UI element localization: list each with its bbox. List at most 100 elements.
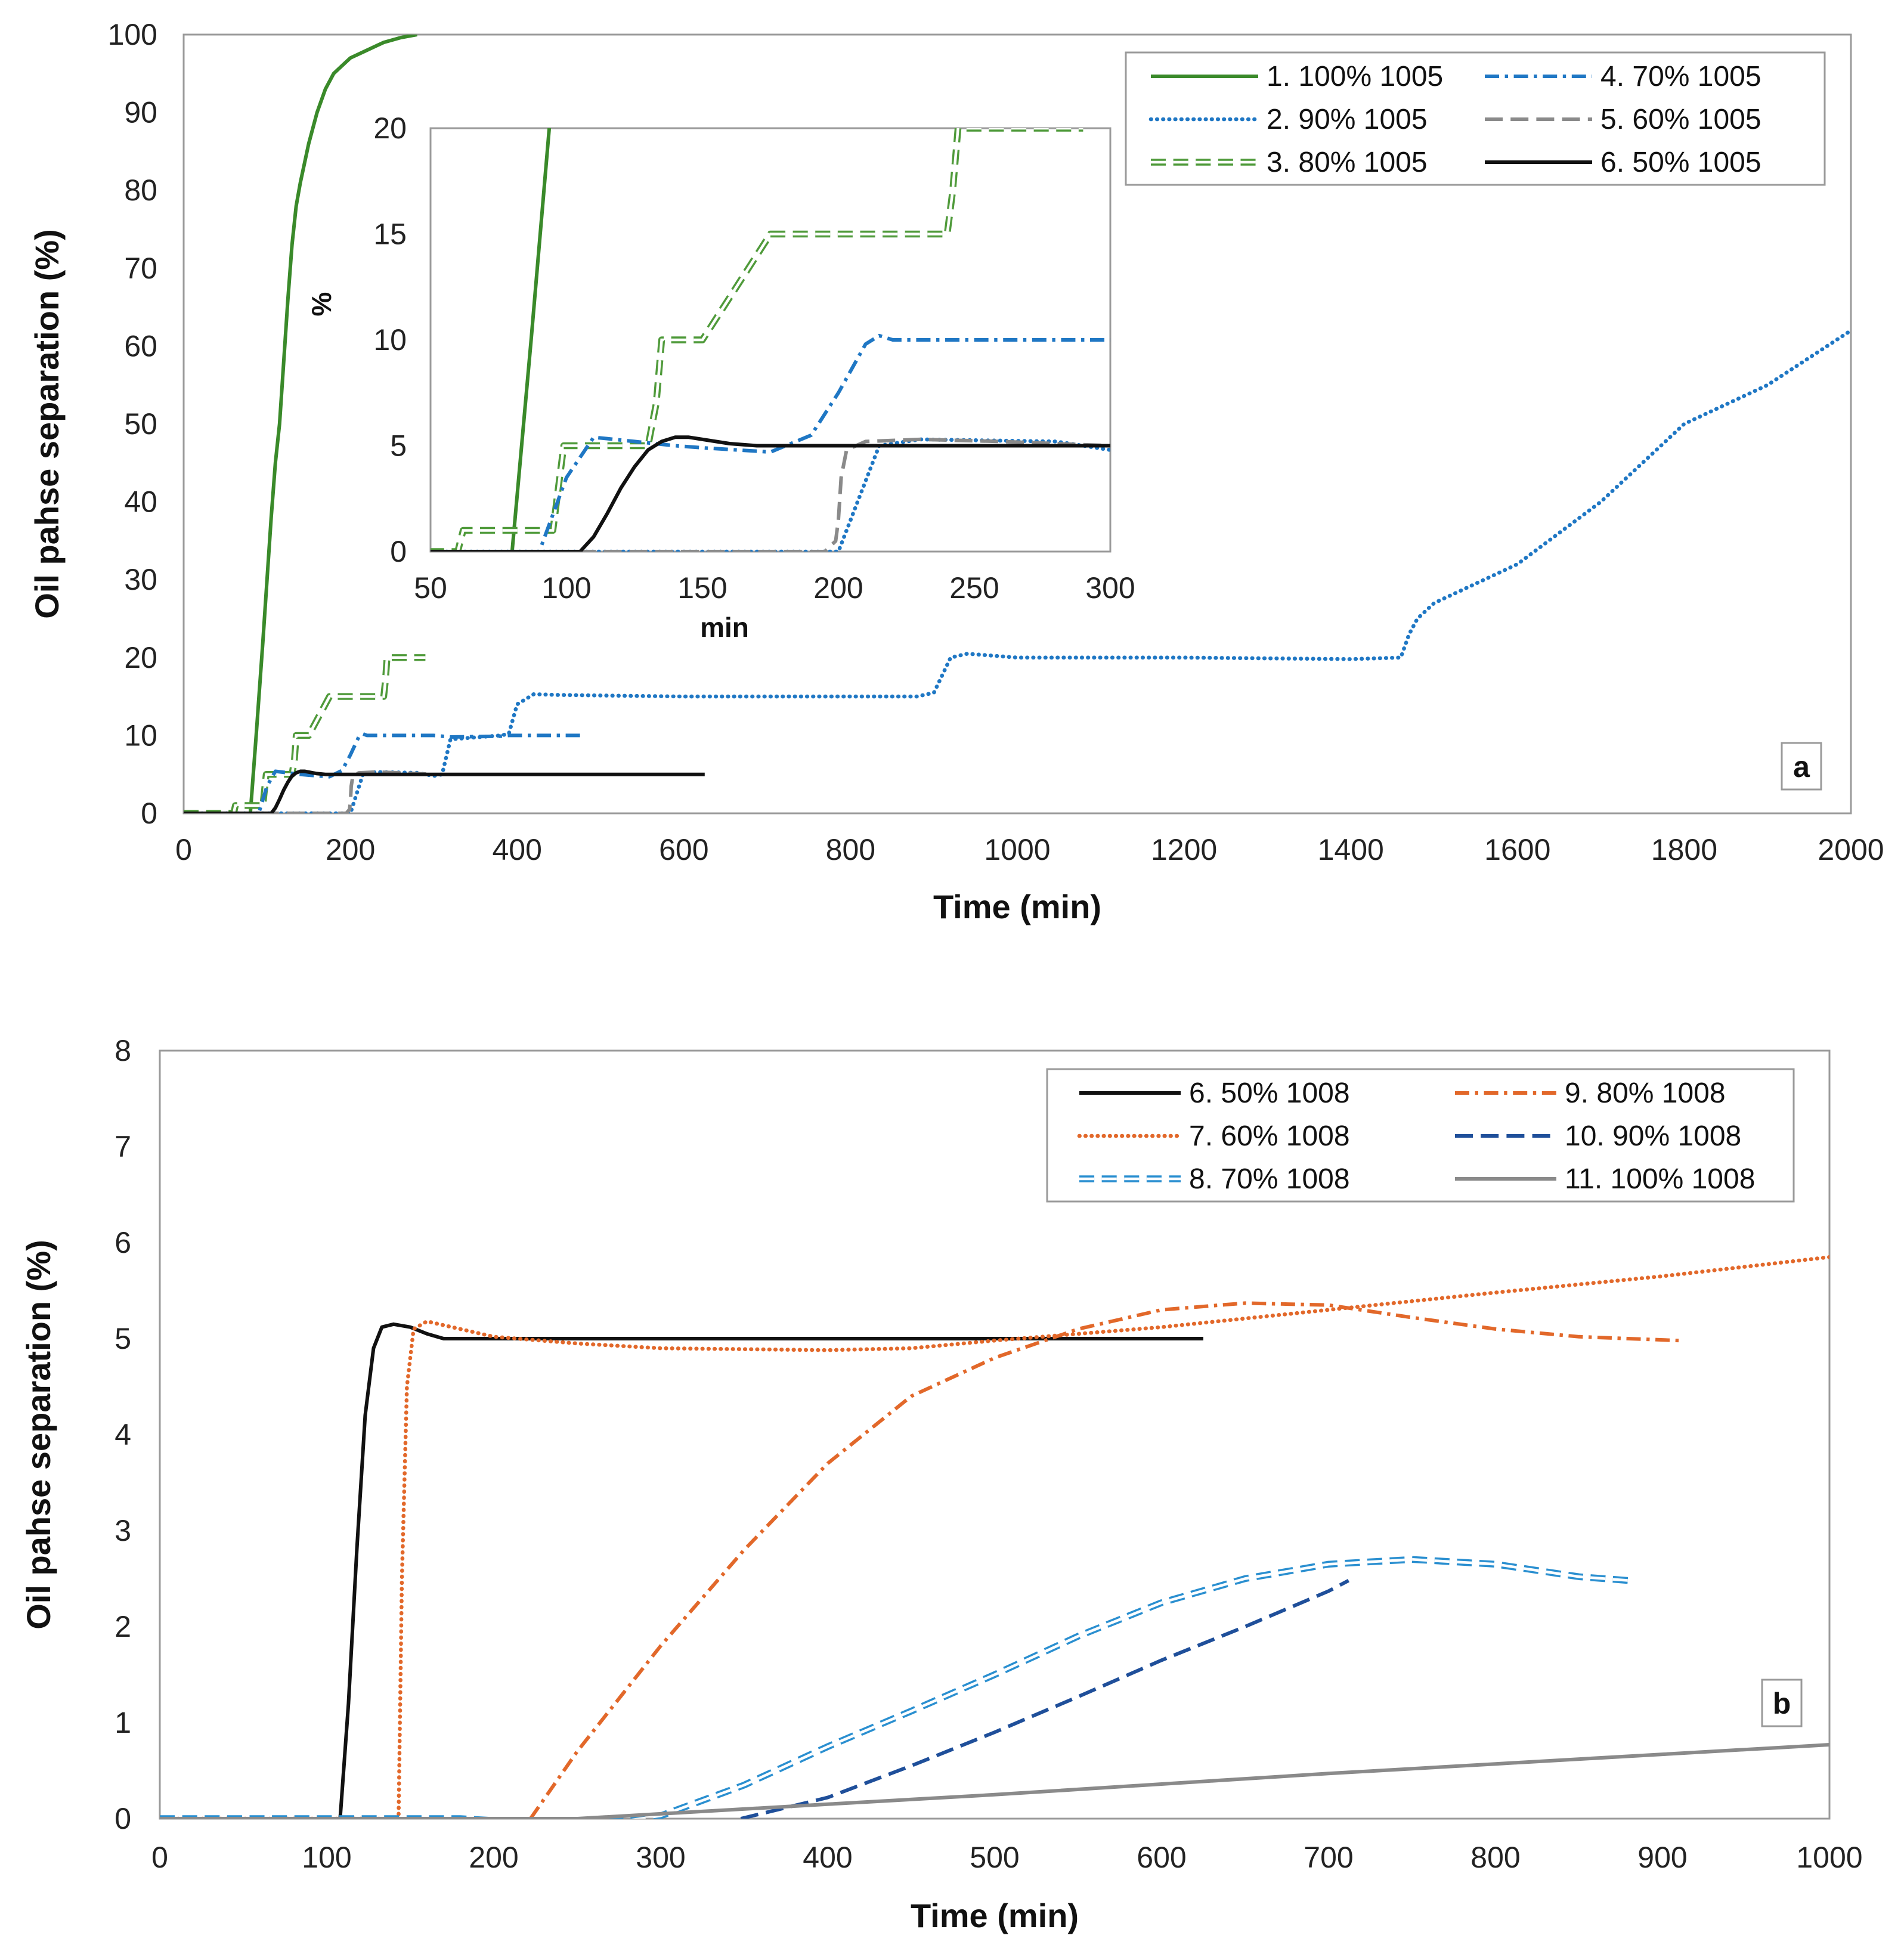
panel-a-x-tick-label: 1600 [1484, 833, 1550, 866]
panel-a-legend-item: 5. 60% 1005 [1485, 104, 1761, 135]
panel-a-x-tick-label: 1000 [984, 833, 1050, 866]
panel-a-y-tick-label: 80 [124, 174, 157, 207]
panel-b-legend-label: 7. 60% 1008 [1189, 1120, 1350, 1152]
panel-b-legend-item: 11. 100% 1008 [1455, 1163, 1755, 1195]
panel-a-y-tick-label: 0 [141, 797, 157, 830]
panel-b-legend-label: 6. 50% 1008 [1189, 1077, 1350, 1109]
panel-a-x-axis-title: Time (min) [933, 888, 1101, 925]
panel-b-legend-label: 9. 80% 1008 [1565, 1077, 1726, 1109]
inset-x-axis-title: min [700, 612, 749, 643]
panel-b-x-ticks: 0 100 200 300 400 500 600 700 800 900 1000 [151, 1841, 1863, 1874]
panel-a-series-line-hollow [184, 656, 426, 813]
panel-b-x-tick-label: 0 [151, 1841, 168, 1874]
panel-b: 0 1 2 3 4 5 6 7 8 0 100 200 300 400 500 600 700 800 900 10… [20, 1034, 1863, 1934]
panel-a-y-tick-label: 50 [124, 407, 157, 441]
panel-b-y-axis-title: Oil pahse separation (%) [20, 1240, 57, 1630]
panel-a-x-ticks: 0 200 400 600 800 1000 1200 1400 1600 1800 2000 [175, 833, 1884, 866]
panel-a-series [184, 35, 1851, 813]
panel-a-y-tick-label: 100 [108, 18, 157, 51]
panel-b-legend-item: 10. 90% 1008 [1455, 1120, 1741, 1152]
panel-a: 0 10 20 30 40 50 60 70 80 90 100 0 200 400 600 800 1000… [28, 18, 1884, 925]
panel-a-series-line [184, 769, 705, 813]
panel-a-x-tick-label: 1400 [1318, 833, 1384, 866]
panel-b-series-line [160, 1255, 1829, 1819]
panel-a-legend-label: 5. 60% 1005 [1600, 104, 1761, 135]
panel-a-y-tick-label: 20 [124, 641, 157, 674]
panel-b-legend: 6. 50% 1008 7. 60% 1008 8. 70% 1008 9. 80% … [1046, 1068, 1795, 1203]
inset-y-ticks: 0 5 10 15 20 [373, 112, 407, 568]
panel-b-legend-label: 10. 90% 1008 [1565, 1120, 1741, 1152]
panel-b-y-ticks: 0 1 2 3 4 5 6 7 8 [114, 1034, 131, 1835]
panel-a-legend-label: 3. 80% 1005 [1267, 147, 1428, 178]
inset-x-tick-label: 200 [813, 571, 863, 605]
inset-y-tick-label: 0 [390, 535, 407, 568]
inset-series [431, 128, 1110, 552]
panel-b-y-tick-label: 5 [114, 1322, 131, 1355]
panel-a-tag: a [1793, 750, 1810, 784]
panel-b-y-tick-label: 8 [114, 1034, 131, 1067]
panel-a-x-tick-label: 2000 [1818, 833, 1884, 866]
panel-a-legend-label: 4. 70% 1005 [1600, 61, 1761, 92]
panel-b-legend-item: 7. 60% 1008 [1077, 1120, 1350, 1152]
panel-b-series-line-hollow [160, 1558, 1630, 1819]
inset-x-tick-label: 250 [949, 571, 999, 605]
panel-b-x-tick-label: 300 [636, 1841, 685, 1874]
panel-a-inset: 0 5 10 15 20 50 100 150 200 250 300 min % [306, 112, 1135, 643]
panel-a-y-axis-title: Oil pahse separation (%) [28, 229, 66, 619]
panel-b-x-axis-title: Time (min) [911, 1897, 1079, 1934]
panel-b-y-tick-label: 7 [114, 1130, 131, 1163]
panel-a-tag-box [1781, 742, 1822, 791]
panel-b-series-line [740, 1579, 1349, 1819]
panel-a-x-tick-label: 600 [659, 833, 708, 866]
inset-y-tick-label: 15 [373, 218, 407, 251]
panel-b-legend-item: 6. 50% 1008 [1079, 1077, 1350, 1109]
panel-b-y-tick-label: 2 [114, 1610, 131, 1643]
panel-b-series [160, 1255, 1829, 1819]
panel-a-series-line [184, 732, 584, 813]
panel-b-y-tick-label: 4 [114, 1418, 131, 1451]
panel-a-y-tick-label: 60 [124, 329, 157, 363]
panel-b-x-tick-label: 600 [1137, 1841, 1186, 1874]
panel-b-x-tick-label: 400 [803, 1841, 852, 1874]
panel-a-x-tick-label: 1800 [1651, 833, 1717, 866]
inset-x-ticks: 50 100 150 200 250 300 [414, 571, 1135, 605]
inset-x-tick-label: 150 [677, 571, 727, 605]
panel-a-x-tick-label: 200 [326, 833, 375, 866]
panel-a-x-tick-label: 0 [175, 833, 192, 866]
panel-a-y-tick-label: 30 [124, 563, 157, 596]
panel-a-x-tick-label: 1200 [1151, 833, 1217, 866]
inset-series-line [431, 435, 1110, 552]
panel-a-legend-item: 3. 80% 1005 [1151, 147, 1428, 178]
panel-a-y-tick-label: 40 [124, 485, 157, 519]
panel-a-x-tick-label: 800 [826, 833, 875, 866]
panel-b-series-line [160, 1743, 1829, 1819]
panel-b-x-tick-label: 1000 [1796, 1841, 1862, 1874]
panel-a-y-tick-label: 70 [124, 252, 157, 285]
inset-series-line-hollow [431, 128, 1083, 552]
panel-a-legend-label: 2. 90% 1005 [1267, 104, 1428, 135]
panel-a-series-line [184, 770, 434, 813]
panel-a-legend-item: 1. 100% 1005 [1151, 61, 1443, 92]
inset-x-tick-label: 50 [414, 571, 447, 605]
inset-y-axis-title: % [306, 292, 337, 317]
panel-b-x-tick-label: 800 [1470, 1841, 1520, 1874]
panel-b-y-tick-label: 6 [114, 1226, 131, 1259]
inset-series-line [431, 437, 1110, 552]
panel-b-x-tick-label: 900 [1637, 1841, 1687, 1874]
panel-a-y-ticks: 0 10 20 30 40 50 60 70 80 90 100 [108, 18, 157, 830]
panel-b-y-tick-label: 0 [114, 1802, 131, 1835]
panel-a-legend-label: 1. 100% 1005 [1267, 61, 1443, 92]
panel-b-y-tick-label: 3 [114, 1514, 131, 1547]
panel-a-legend-item: 4. 70% 1005 [1485, 61, 1761, 92]
inset-series-line [431, 333, 1110, 552]
panel-a-legend-label: 6. 50% 1005 [1600, 147, 1761, 178]
panel-b-legend-item: 9. 80% 1008 [1455, 1077, 1726, 1109]
panel-a-legend: 1. 100% 1005 2. 90% 1005 3. 80% 1005 4. 70%… [1125, 51, 1826, 186]
panel-a-x-tick-label: 400 [492, 833, 541, 866]
panel-a-y-tick-label: 90 [124, 96, 157, 129]
panel-b-legend-label: 11. 100% 1008 [1565, 1163, 1755, 1195]
panel-b-tag-box [1761, 1679, 1803, 1727]
panel-b-y-tick-label: 1 [114, 1706, 131, 1739]
inset-y-tick-label: 10 [373, 323, 407, 357]
panel-b-x-tick-label: 700 [1304, 1841, 1353, 1874]
